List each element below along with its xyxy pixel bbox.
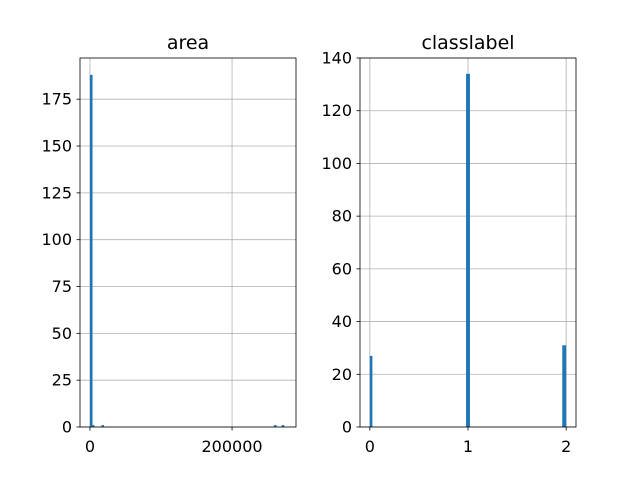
x-tick-label: 1 (463, 437, 473, 456)
y-tick-label: 20 (332, 365, 352, 384)
y-tick-label: 50 (52, 324, 72, 343)
area-histogram-panel: 0 25 50 75 100 125 150 175 0 200000 area (41, 32, 297, 456)
y-tick-label: 120 (321, 101, 352, 120)
x-tick-label: 0 (365, 437, 375, 456)
y-tick-label: 75 (52, 277, 72, 296)
y-tick-label: 25 (52, 371, 72, 390)
histogram-bar (91, 425, 95, 427)
y-tick-label: 140 (321, 49, 352, 68)
y-tick-label: 125 (41, 183, 72, 202)
y-tick-label: 175 (41, 90, 72, 109)
histogram-bar (101, 425, 105, 427)
chart-title: classlabel (421, 32, 514, 54)
y-tick-label: 0 (62, 418, 72, 437)
x-tick-label: 0 (85, 437, 95, 456)
y-tick-label: 60 (332, 259, 352, 278)
histogram-bar (466, 73, 470, 428)
chart-title: area (167, 32, 209, 54)
y-tick-label: 40 (332, 312, 352, 331)
classlabel-histogram-panel: 0 20 40 60 80 100 120 140 0 1 2 classlabel (321, 32, 577, 456)
x-tick-label: 2 (561, 437, 571, 456)
histogram-bar (369, 355, 373, 427)
y-tick-label: 150 (41, 137, 72, 156)
histogram-bar (562, 345, 567, 427)
histogram-bar (281, 425, 285, 427)
y-tick-label: 80 (332, 207, 352, 226)
y-tick-label: 0 (342, 418, 352, 437)
histogram-bar (273, 425, 277, 427)
y-tick-label: 100 (41, 230, 72, 249)
plot-frame (79, 57, 297, 428)
histogram-bar (89, 74, 93, 428)
y-tick-label: 100 (321, 154, 352, 173)
x-tick-label: 200000 (202, 437, 263, 456)
